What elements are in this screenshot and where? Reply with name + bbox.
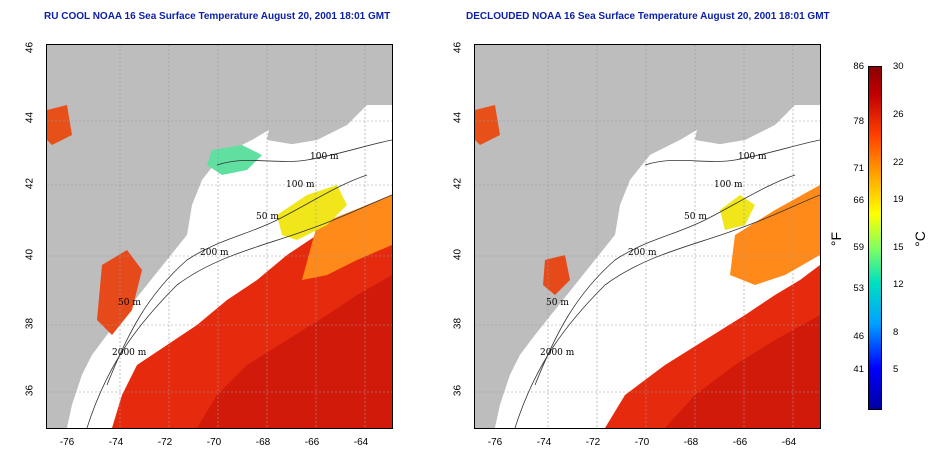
cool-coastal [207, 145, 262, 175]
hot-core [665, 315, 820, 428]
lon-tick: -72 [585, 437, 601, 448]
contour-label-50m-b: 50 m [118, 298, 141, 308]
sst-map-left [46, 44, 393, 429]
lat-tick: 46 [24, 41, 36, 54]
lat-tick: 36 [24, 384, 36, 397]
contour-label-100m-b: 100 m [714, 180, 743, 190]
lat-tick: 38 [24, 317, 36, 330]
land-mass [47, 45, 392, 428]
contour-label-100m-a: 100 m [310, 152, 339, 162]
colorbar-c-label: 26 [893, 109, 904, 120]
nw-warm-patch [475, 105, 500, 145]
nova-scotia-land [695, 55, 820, 145]
lon-tick: -68 [683, 437, 699, 448]
left-warm-patch [97, 250, 142, 335]
lat-tick: 36 [452, 384, 464, 397]
orange-band [302, 195, 392, 280]
lon-tick: -64 [781, 437, 797, 448]
left-warm-patch [543, 255, 570, 295]
lat-tick: 44 [452, 111, 464, 124]
contour-label-50m-a: 50 m [256, 212, 279, 222]
colorbar-f-label: 53 [853, 283, 864, 294]
nova-scotia-land [267, 55, 392, 145]
contour-label-100m-b: 100 m [286, 180, 315, 190]
colorbar-f-label: 59 [853, 242, 864, 253]
lat-tick: 42 [24, 177, 36, 190]
lat-tick: 38 [452, 317, 464, 330]
lon-tick: -66 [732, 437, 748, 448]
hot-core [197, 275, 392, 428]
colorbar-c-label: 22 [893, 157, 904, 168]
lon-tick: -76 [487, 437, 503, 448]
colorbar-c-label: 12 [893, 279, 904, 290]
lat-tick: 40 [452, 248, 464, 261]
contour-label-2000m: 2000 m [540, 348, 575, 358]
colorbar-c-label: 15 [893, 242, 904, 253]
lat-tick: 42 [452, 177, 464, 190]
lon-tick: -70 [634, 437, 650, 448]
lon-tick: -64 [353, 437, 369, 448]
colorbar-c-label: 19 [893, 194, 904, 205]
lon-tick: -68 [255, 437, 271, 448]
colorbar-c-label: 5 [893, 364, 899, 375]
contour-label-200m: 200 m [200, 248, 229, 258]
lon-tick: -66 [304, 437, 320, 448]
colorbar-f-label: 86 [853, 61, 864, 72]
contour-label-100m-a: 100 m [738, 152, 767, 162]
contour-label-50m-a: 50 m [684, 212, 707, 222]
sst-map-right [474, 44, 821, 429]
yellow-front [720, 195, 755, 230]
orange-band [730, 185, 820, 285]
contour-label-2000m: 2000 m [112, 348, 147, 358]
land-mass [475, 45, 820, 428]
lon-tick: -70 [206, 437, 222, 448]
lat-tick: 44 [24, 111, 36, 124]
map-title-right: DECLOUDED NOAA 16 Sea Surface Temperatur… [466, 11, 830, 22]
colorbar-f-label: 41 [853, 364, 864, 375]
lat-tick: 40 [24, 248, 36, 261]
colorbar-f-label: 71 [853, 163, 864, 174]
temperature-colorbar [868, 66, 882, 410]
colorbar-f-label: 46 [853, 331, 864, 342]
colorbar-unit-celsius: °C [911, 231, 928, 247]
nw-warm-patch [47, 105, 72, 145]
sst-map-left-canvas [47, 45, 392, 428]
colorbar-c-label: 8 [893, 327, 899, 338]
contour-label-50m-b: 50 m [546, 298, 569, 308]
colorbar-unit-fahrenheit: °F [828, 231, 845, 247]
colorbar-f-label: 66 [853, 195, 864, 206]
map-title-left: RU COOL NOAA 16 Sea Surface Temperature … [44, 11, 391, 22]
colorbar-c-label: 30 [893, 61, 904, 72]
contour-label-200m: 200 m [628, 248, 657, 258]
yellow-front [277, 185, 347, 240]
lon-tick: -72 [157, 437, 173, 448]
colorbar-f-label: 78 [853, 116, 864, 127]
lat-tick: 46 [452, 41, 464, 54]
lon-tick: -74 [536, 437, 552, 448]
lon-tick: -76 [59, 437, 75, 448]
sst-map-right-canvas [475, 45, 820, 428]
lon-tick: -74 [108, 437, 124, 448]
